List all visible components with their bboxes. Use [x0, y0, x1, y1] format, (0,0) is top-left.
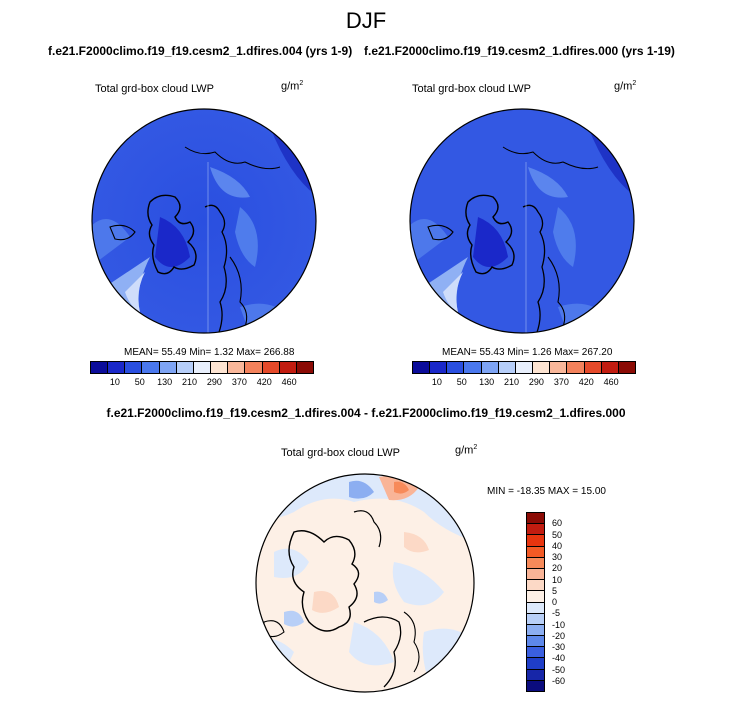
colorbar-tick-label: 50 [456, 377, 467, 387]
colorbar-tick-label: 50 [552, 529, 563, 540]
colorbar-swatch [527, 658, 544, 670]
colorbar-tick-label: 50 [134, 377, 145, 387]
colorbar-swatch [211, 362, 229, 373]
colorbar-tick-label: 420 [256, 377, 272, 387]
colorbar-swatch [527, 591, 544, 603]
colorbar-swatch [527, 613, 544, 625]
colorbar-tick-label: -60 [552, 675, 566, 686]
colorbar-swatch [527, 513, 544, 525]
colorbar-panel-b [412, 361, 636, 374]
colorbar-tick-label: 10 [552, 574, 563, 585]
colorbar-tick-label: 210 [504, 377, 520, 387]
colorbar-swatch [527, 636, 544, 648]
panel-b-run-title: f.e21.F2000climo.f19_f19.cesm2_1.dfires.… [364, 44, 675, 58]
colorbar-tick-label: 370 [231, 377, 247, 387]
colorbar-swatch [533, 362, 551, 373]
colorbar-swatch [447, 362, 465, 373]
panel-b-variable: Total grd-box cloud LWP [412, 83, 532, 95]
colorbar-tick-label: 420 [578, 377, 594, 387]
colorbar-tick-label: 130 [157, 377, 173, 387]
colorbar-tick-label: 10 [431, 377, 442, 387]
colorbar-tick-label: 460 [603, 377, 619, 387]
colorbar-swatch [228, 362, 246, 373]
colorbar-tick-label: 210 [182, 377, 198, 387]
colorbar-tick-label: -20 [552, 630, 566, 641]
colorbar-tick-label: -50 [552, 664, 566, 675]
colorbar-tick-label: -10 [552, 619, 566, 630]
map-panel-b [409, 108, 635, 334]
colorbar-swatch [430, 362, 448, 373]
colorbar-swatch [108, 362, 126, 373]
colorbar-swatch [481, 362, 499, 373]
diff-units: g/m2 [455, 444, 478, 457]
colorbar-tick-label: 290 [206, 377, 222, 387]
colorbar-tick-label: 40 [552, 540, 563, 551]
diff-variable: Total grd-box cloud LWP [281, 447, 401, 459]
colorbar-swatch [125, 362, 143, 373]
colorbar-panel-a [90, 361, 314, 374]
colorbar-difference [526, 512, 545, 692]
panel-a-variable: Total grd-box cloud LWP [95, 83, 215, 95]
figure-title: DJF [345, 8, 387, 33]
colorbar-swatch [262, 362, 280, 373]
colorbar-tick-label: 30 [552, 552, 563, 562]
colorbar-swatch [550, 362, 568, 373]
colorbar-swatch [91, 362, 109, 373]
colorbar-swatch [142, 362, 160, 373]
colorbar-tick-label: -40 [552, 653, 566, 664]
colorbar-swatch [584, 362, 602, 373]
colorbar-tick-label: 60 [552, 518, 563, 529]
colorbar-swatch [515, 362, 534, 373]
colorbar-swatch [567, 362, 585, 373]
map-difference [255, 473, 475, 693]
colorbar-swatch [618, 362, 636, 373]
colorbar-tick-label: -5 [552, 608, 561, 619]
panel-b-stats: MEAN= 55.43 Min= 1.26 Max= 267.20 [442, 347, 613, 358]
colorbar-swatch [176, 362, 194, 373]
colorbar-swatch [601, 362, 619, 373]
colorbar-tick-label: 130 [479, 377, 495, 387]
colorbar-panel-b-ticks: 10 50 130 210 290 370 420 460 [412, 377, 636, 389]
panel-a-stats: MEAN= 55.49 Min= 1.32 Max= 266.88 [124, 347, 295, 358]
colorbar-swatch [413, 362, 431, 373]
colorbar-panel-a-ticks: 10 50 130 210 290 370 420 460 [90, 377, 314, 389]
colorbar-swatch [527, 557, 544, 569]
colorbar-swatch [279, 362, 297, 373]
panel-b-units: g/m2 [614, 80, 637, 93]
colorbar-tick-label: 370 [553, 377, 569, 387]
colorbar-swatch [464, 362, 482, 373]
colorbar-swatch [527, 546, 544, 558]
colorbar-swatch [527, 524, 544, 536]
colorbar-tick-label: -30 [552, 642, 566, 652]
colorbar-tick-label: 0 [552, 597, 558, 607]
difference-title: f.e21.F2000climo.f19_f19.cesm2_1.dfires.… [106, 406, 626, 420]
colorbar-tick-label: 10 [109, 377, 120, 387]
colorbar-tick-label: 5 [552, 585, 558, 596]
colorbar-swatch [527, 647, 544, 659]
colorbar-swatch [245, 362, 263, 373]
colorbar-swatch [527, 624, 544, 637]
colorbar-swatch [193, 362, 212, 373]
colorbar-swatch [159, 362, 177, 373]
map-panel-a [91, 108, 317, 334]
colorbar-swatch [527, 535, 544, 547]
colorbar-tick-label: 460 [281, 377, 297, 387]
colorbar-swatch [498, 362, 516, 373]
colorbar-swatch [527, 568, 544, 581]
colorbar-swatch [527, 602, 544, 614]
colorbar-swatch [527, 580, 544, 592]
colorbar-swatch [527, 680, 544, 691]
diff-stats: MIN = -18.35 MAX = 15.00 [487, 486, 606, 497]
colorbar-tick-label: 290 [528, 377, 544, 387]
colorbar-tick-label: 20 [552, 563, 563, 574]
colorbar-swatch [527, 669, 544, 681]
panel-a-run-title: f.e21.F2000climo.f19_f19.cesm2_1.dfires.… [48, 44, 353, 58]
colorbar-swatch [296, 362, 314, 373]
panel-a-units: g/m2 [281, 80, 304, 93]
